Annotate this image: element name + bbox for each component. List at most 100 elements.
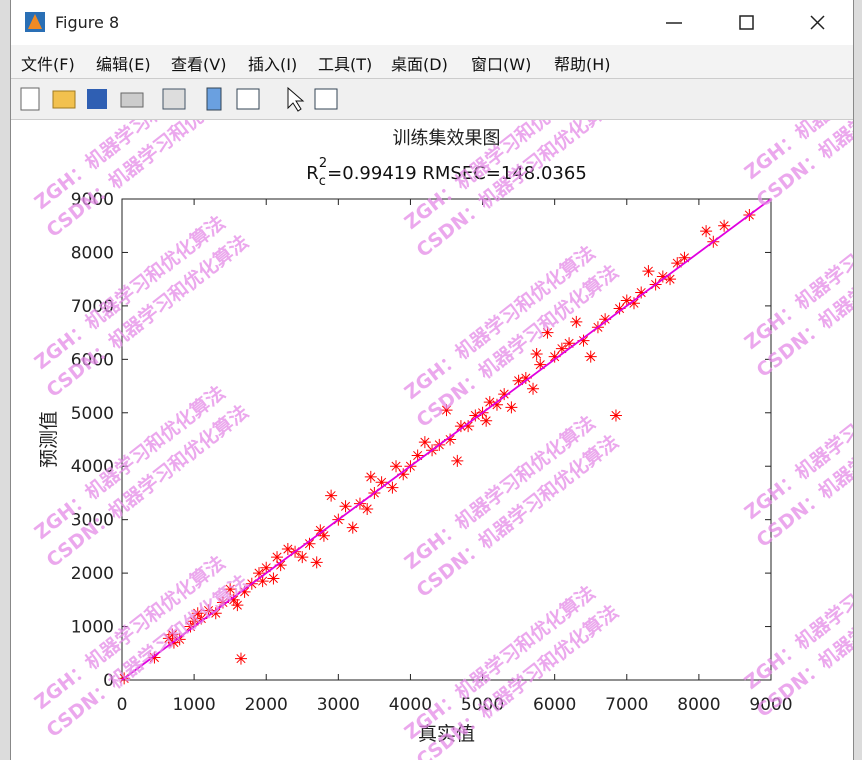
x-tick-label: 5000: [461, 695, 504, 715]
point: [642, 265, 655, 278]
point: [260, 561, 273, 574]
x-tick-label: 9000: [749, 695, 792, 715]
point: [296, 551, 309, 564]
point: [462, 420, 475, 433]
point: [303, 537, 316, 550]
point: [505, 401, 518, 414]
point: [397, 468, 410, 481]
close[interactable]: [810, 15, 825, 30]
x-axis-label: 真实值: [418, 723, 475, 745]
menu-item[interactable]: 编辑(E): [96, 55, 151, 74]
property-icon[interactable]: [314, 88, 338, 110]
x-tick-label: 3000: [317, 695, 360, 715]
point: [346, 521, 359, 534]
new-icon[interactable]: [20, 87, 40, 111]
menu-bar: 文件(F) 编辑(E) 查看(V) 插入(I) 工具(T) 桌面(D) 窗口(W) 帮助(H): [11, 45, 853, 78]
link-icon[interactable]: [162, 88, 186, 110]
point: [451, 454, 464, 467]
point: [234, 652, 247, 665]
point: [339, 500, 352, 513]
point: [609, 409, 622, 422]
point: [498, 388, 511, 401]
point: [361, 502, 374, 515]
point: [469, 409, 482, 422]
menu-item[interactable]: 插入(I): [248, 55, 298, 74]
point: [386, 481, 399, 494]
title-icons: [25, 12, 825, 32]
legend-icon[interactable]: [236, 88, 260, 110]
y-tick-label: 2000: [71, 564, 114, 584]
menu-item[interactable]: 窗口(W): [471, 55, 532, 74]
point: [548, 350, 561, 363]
y-tick-label: 7000: [71, 297, 114, 317]
point: [613, 302, 626, 315]
point: [188, 615, 201, 628]
menu-item[interactable]: 工具(T): [318, 55, 373, 74]
print-icon[interactable]: [120, 92, 144, 108]
x-tick-label: 8000: [677, 695, 720, 715]
chart-subtitle: Rc 2=0.99419 RMSEC=148.0365: [306, 156, 587, 189]
point: [216, 596, 229, 609]
subtitle-part: R: [306, 163, 319, 184]
app-icon-shape: [28, 14, 42, 29]
maximize[interactable]: [739, 15, 754, 30]
title-bar: Figure 8: [11, 0, 853, 45]
point: [527, 382, 540, 395]
x-tick-label: 6000: [533, 695, 576, 715]
menu-item[interactable]: 文件(F): [21, 55, 75, 74]
point: [173, 633, 186, 646]
y-axis-label: 预测值: [38, 411, 60, 468]
point: [541, 326, 554, 339]
x-tick-label: 0: [117, 695, 128, 715]
x-tick-label: 7000: [605, 695, 648, 715]
point: [227, 593, 240, 606]
menu-item[interactable]: 查看(V): [171, 55, 227, 74]
point: [314, 524, 327, 537]
point: [390, 460, 403, 473]
colorbar-icon[interactable]: [206, 87, 222, 111]
toolbar-icons: [20, 86, 338, 112]
toolbar: [11, 78, 853, 120]
open-icon[interactable]: [52, 90, 76, 109]
point: [364, 470, 377, 483]
point: [555, 342, 568, 355]
point: [627, 297, 640, 310]
point: [678, 251, 691, 264]
point: [411, 449, 424, 462]
point: [480, 414, 493, 427]
y-tick-label: 0: [103, 671, 114, 691]
fit-line: [121, 198, 772, 681]
point: [512, 374, 525, 387]
menu-item[interactable]: 帮助(H): [554, 55, 611, 74]
point: [483, 396, 496, 409]
point: [325, 489, 338, 502]
point: [274, 559, 287, 572]
point: [166, 628, 179, 641]
point: [664, 273, 677, 286]
y-tick-label: 1000: [71, 618, 114, 638]
pointer-icon[interactable]: [287, 86, 305, 112]
point: [490, 398, 503, 411]
point: [195, 612, 208, 625]
menu-item[interactable]: 桌面(D): [391, 55, 448, 74]
y-tick-label: 6000: [71, 350, 114, 370]
y-tick-label: 9000: [71, 190, 114, 210]
point: [718, 219, 731, 232]
point: [310, 556, 323, 569]
point: [454, 420, 467, 433]
y-tick-label: 5000: [71, 404, 114, 424]
point: [534, 358, 547, 371]
x-tick-label: 1000: [172, 695, 215, 715]
point: [184, 620, 197, 633]
point: [671, 257, 684, 270]
point: [148, 651, 161, 664]
subtitle-part: 2: [319, 156, 327, 171]
point: [599, 313, 612, 326]
save-icon[interactable]: [87, 89, 107, 109]
point: [281, 543, 294, 556]
point: [530, 347, 543, 360]
y-tick-label: 3000: [71, 511, 114, 531]
figure-window: Figure 8 文件(F) 编辑(E) 查看(V) 插入(I) 工具(T) 桌面(D) 窗…: [10, 0, 854, 760]
chart: 训练集效果图 Rc 2=0.99419 RMSEC=148.0365 0 1000 200…: [30, 120, 853, 760]
point: [271, 551, 284, 564]
